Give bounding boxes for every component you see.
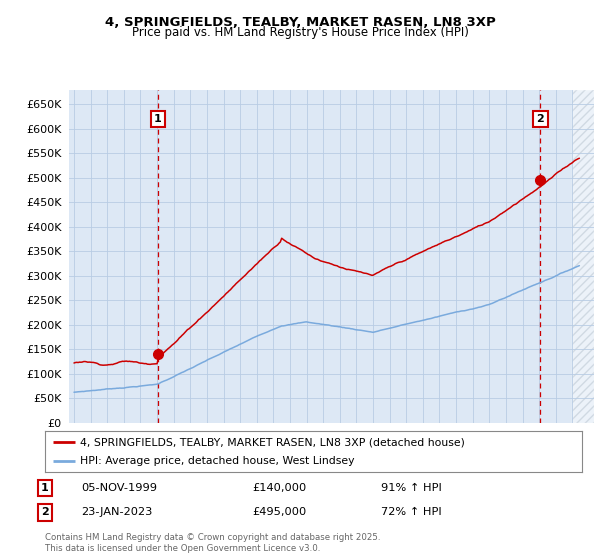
Text: £140,000: £140,000: [252, 483, 306, 493]
Text: 91% ↑ HPI: 91% ↑ HPI: [381, 483, 442, 493]
Bar: [572, 90, 594, 423]
Text: 1: 1: [41, 483, 49, 493]
Text: 72% ↑ HPI: 72% ↑ HPI: [381, 507, 442, 517]
Bar: [572, 90, 594, 423]
Text: Price paid vs. HM Land Registry's House Price Index (HPI): Price paid vs. HM Land Registry's House …: [131, 26, 469, 39]
Text: Contains HM Land Registry data © Crown copyright and database right 2025.
This d: Contains HM Land Registry data © Crown c…: [45, 533, 380, 553]
Text: HPI: Average price, detached house, West Lindsey: HPI: Average price, detached house, West…: [80, 456, 355, 465]
Text: 23-JAN-2023: 23-JAN-2023: [81, 507, 152, 517]
Bar: [572, 90, 594, 423]
Text: 4, SPRINGFIELDS, TEALBY, MARKET RASEN, LN8 3XP (detached house): 4, SPRINGFIELDS, TEALBY, MARKET RASEN, L…: [80, 437, 465, 447]
Text: £495,000: £495,000: [252, 507, 306, 517]
Text: 4, SPRINGFIELDS, TEALBY, MARKET RASEN, LN8 3XP: 4, SPRINGFIELDS, TEALBY, MARKET RASEN, L…: [104, 16, 496, 29]
Text: 1: 1: [154, 114, 162, 124]
Text: 05-NOV-1999: 05-NOV-1999: [81, 483, 157, 493]
Text: 2: 2: [536, 114, 544, 124]
Text: 2: 2: [41, 507, 49, 517]
